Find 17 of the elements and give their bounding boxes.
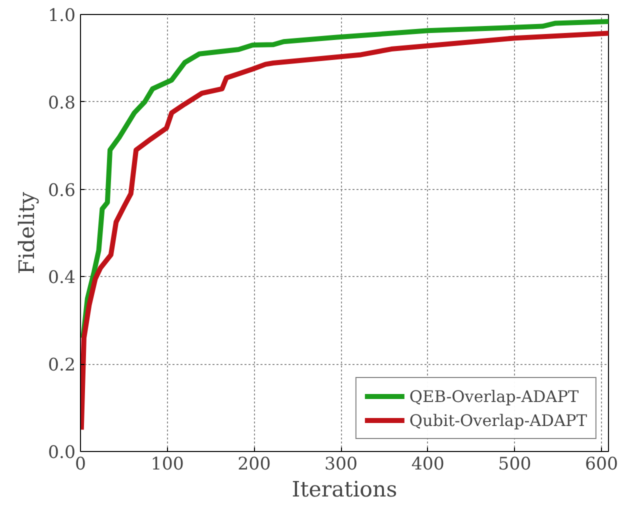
y-tick-label: 0.0 — [48, 443, 76, 463]
y-tick-label: 0.4 — [48, 268, 76, 288]
y-tick-label: 0.8 — [48, 93, 76, 114]
x-tick-label: 100 — [150, 454, 184, 474]
y-tick-label: 1.0 — [48, 6, 76, 26]
y-axis-title: Fidelity — [14, 192, 40, 274]
x-tick-label: 200 — [238, 454, 271, 474]
y-tick-label: 0.2 — [48, 356, 76, 376]
x-tick-label: 500 — [498, 454, 532, 474]
x-tick-label: 400 — [411, 454, 444, 474]
y-tick-label: 0.6 — [48, 180, 76, 201]
x-axis-title: Iterations — [292, 478, 398, 502]
legend-label: QEB-Overlap-ADAPT — [409, 386, 579, 406]
x-tick-label: 600 — [585, 454, 618, 474]
x-tick-label: 0 — [74, 454, 86, 474]
x-tick-label: 300 — [324, 454, 358, 474]
legend-label: Qubit-Overlap-ADAPT — [409, 410, 587, 430]
